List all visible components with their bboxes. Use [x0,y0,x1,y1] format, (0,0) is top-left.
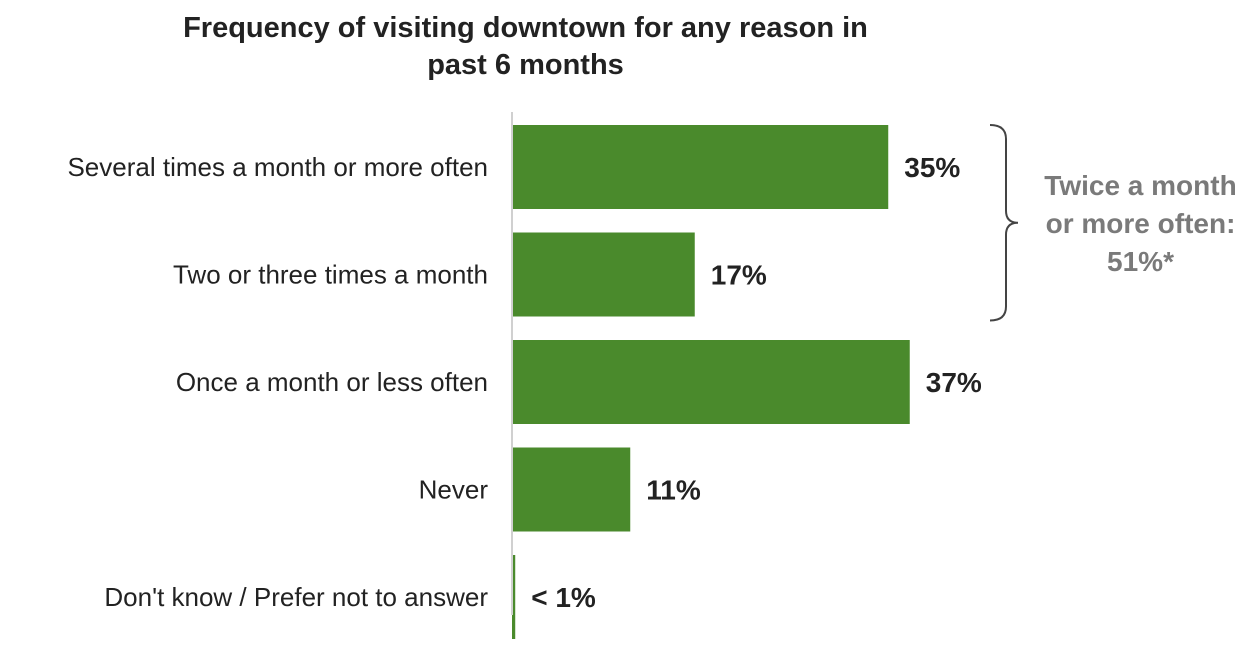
value-label-0: 35% [904,152,960,183]
category-label-1: Two or three times a month [173,260,488,290]
annotation-line-3: 51%* [1107,246,1174,277]
bar-0 [512,125,889,209]
bracket-annotation: Twice a month or more often: 51%* [1018,167,1253,281]
chart-title: Frequency of visiting downtown for any r… [148,10,903,84]
category-label-4: Don't know / Prefer not to answer [104,582,488,612]
annotation-line-2: or more often: [1045,208,1236,239]
value-label-2: 37% [926,367,982,398]
bar-4 [512,555,516,639]
group-bracket [989,124,1019,322]
value-label-4: < 1% [531,582,596,613]
category-label-2: Once a month or less often [176,367,488,397]
value-label-1: 17% [711,260,767,291]
annotation-line-1: Twice a month [1044,170,1237,201]
category-label-0: Several times a month or more often [67,152,488,182]
bars-layer: Several times a month or more often 35% Tw… [67,125,982,639]
chart-title-line-1: Frequency of visiting downtown for any r… [183,12,868,44]
category-label-3: Never [419,475,489,505]
value-label-3: 11% [646,475,701,506]
bar-3 [512,447,631,532]
bar-1 [512,232,695,317]
bar-2 [512,340,910,424]
chart-title-line-2: past 6 months [427,49,624,81]
